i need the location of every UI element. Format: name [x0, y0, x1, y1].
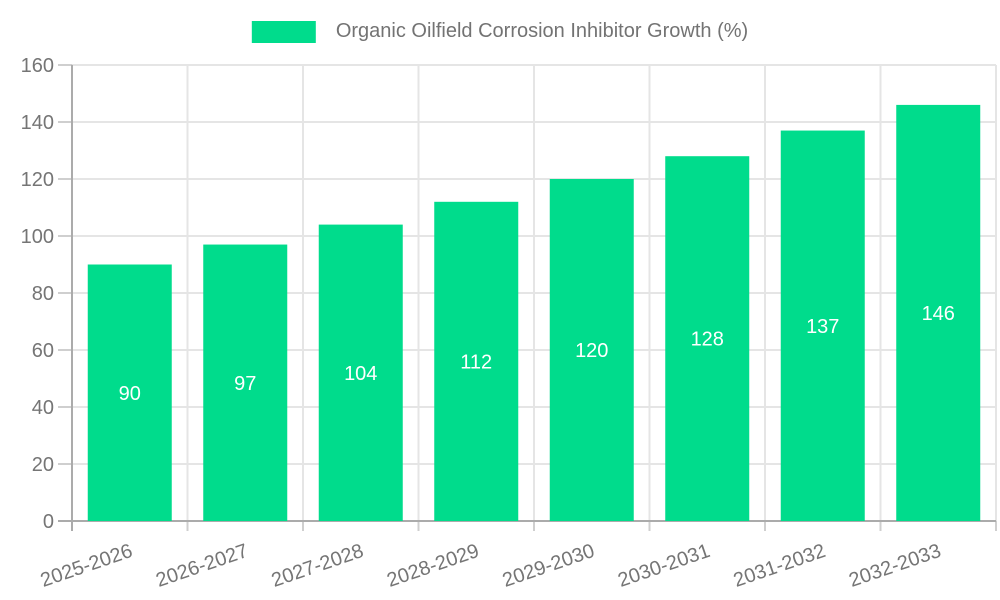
bar[interactable] [549, 179, 634, 521]
chart-legend[interactable]: Organic Oilfield Corrosion Inhibitor Gro… [251, 20, 749, 43]
bar-value-label: 112 [460, 351, 492, 373]
y-tick-label: 80 [32, 283, 54, 305]
legend-swatch [251, 20, 316, 43]
bar[interactable] [203, 244, 288, 522]
x-tick-label: 2029-2030 [500, 540, 598, 592]
bar[interactable] [434, 201, 519, 522]
x-tick-label: 2031-2032 [731, 540, 829, 592]
bar[interactable] [780, 130, 865, 522]
bar-value-label: 90 [119, 383, 141, 405]
x-tick-label: 2028-2029 [384, 540, 482, 592]
bar-value-label: 128 [691, 329, 724, 351]
y-tick-label: 20 [32, 454, 54, 476]
y-tick-label: 140 [21, 112, 54, 134]
legend-label: Organic Oilfield Corrosion Inhibitor Gro… [335, 20, 749, 42]
bar[interactable] [87, 264, 172, 522]
bar-value-label: 97 [234, 373, 256, 395]
bar-value-label: 137 [806, 316, 839, 338]
bar[interactable] [665, 156, 750, 521]
bar-value-label: 120 [575, 340, 608, 362]
y-tick-label: 160 [21, 55, 54, 77]
y-tick-label: 40 [32, 397, 54, 419]
bar[interactable] [896, 104, 981, 522]
y-tick-label: 0 [43, 511, 54, 533]
y-tick-label: 120 [21, 169, 54, 191]
y-tick-label: 60 [32, 340, 54, 362]
x-tick-label: 2027-2028 [269, 540, 367, 592]
x-tick-label: 2032-2033 [846, 540, 944, 592]
bar-value-label: 146 [922, 303, 955, 325]
bar-value-label: 104 [344, 363, 377, 385]
y-tick-label: 100 [21, 226, 54, 248]
bar[interactable] [318, 224, 403, 521]
x-tick-label: 2026-2027 [153, 540, 251, 592]
x-tick-label: 2030-2031 [615, 540, 713, 592]
x-tick-label: 2025-2026 [38, 540, 136, 592]
